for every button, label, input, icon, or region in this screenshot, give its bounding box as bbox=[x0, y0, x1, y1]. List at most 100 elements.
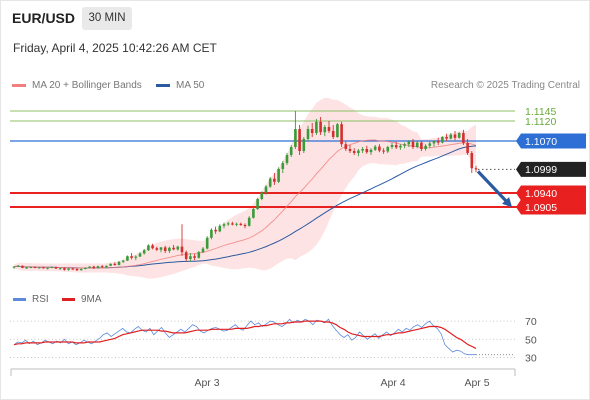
candle-body bbox=[331, 131, 335, 137]
candle bbox=[121, 259, 125, 263]
candle-body bbox=[420, 142, 423, 149]
symbol-title: EUR/USD bbox=[12, 10, 76, 26]
level-tag bbox=[516, 199, 586, 215]
candle-body bbox=[180, 246, 184, 253]
candle-body bbox=[210, 229, 213, 238]
candle bbox=[344, 141, 348, 151]
candle-body bbox=[327, 127, 331, 131]
candle bbox=[205, 236, 209, 250]
candle bbox=[71, 267, 75, 270]
candle-body bbox=[281, 163, 285, 169]
candle-body bbox=[432, 141, 436, 144]
level-1.1120: 1.1120 bbox=[10, 116, 556, 128]
candle-body bbox=[50, 267, 54, 268]
candle-body bbox=[222, 224, 226, 226]
candle bbox=[243, 223, 247, 229]
candle-body bbox=[67, 268, 70, 270]
candle-body bbox=[394, 145, 398, 148]
candle bbox=[331, 125, 335, 139]
candle-body bbox=[453, 134, 457, 138]
candle-body bbox=[218, 225, 222, 232]
candle-body bbox=[336, 124, 339, 137]
candle bbox=[441, 136, 444, 144]
level-1.0940: 1.0940 bbox=[10, 185, 586, 201]
candle-body bbox=[189, 256, 192, 259]
candle bbox=[138, 252, 142, 257]
candle bbox=[126, 255, 129, 261]
candle-body bbox=[474, 168, 478, 170]
candle-body bbox=[105, 265, 108, 267]
candle bbox=[327, 121, 331, 133]
candle bbox=[466, 139, 469, 155]
ma20-label: MA 20 + Bollinger Bands bbox=[32, 80, 142, 91]
candle bbox=[42, 266, 45, 269]
candle bbox=[432, 140, 436, 147]
ma50-label: MA 50 bbox=[176, 80, 205, 91]
candle bbox=[399, 144, 402, 150]
timeframe-button[interactable]: 30 MIN bbox=[82, 7, 132, 30]
rsi-swatch bbox=[13, 298, 26, 301]
candle bbox=[361, 147, 364, 153]
candle bbox=[449, 133, 453, 140]
candle-body bbox=[79, 269, 83, 271]
candle bbox=[163, 245, 167, 253]
candle bbox=[79, 268, 83, 271]
candle-body bbox=[319, 121, 322, 133]
candle-body bbox=[46, 267, 49, 269]
candle-body bbox=[273, 178, 276, 182]
candle bbox=[109, 263, 112, 267]
candle-body bbox=[92, 266, 96, 269]
candle-body bbox=[378, 146, 381, 151]
candle bbox=[273, 173, 276, 185]
candle bbox=[201, 247, 205, 253]
candle bbox=[189, 253, 192, 262]
candle-body bbox=[193, 256, 196, 258]
ma50-swatch bbox=[156, 84, 170, 87]
candle-body bbox=[449, 134, 453, 139]
candle-body bbox=[285, 155, 289, 163]
timestamp: Friday, April 4, 2025 10:42:26 AM CET bbox=[13, 41, 217, 55]
candle-body bbox=[21, 265, 24, 268]
candle-body bbox=[155, 248, 159, 250]
candle-body bbox=[352, 151, 356, 153]
candle bbox=[285, 153, 289, 165]
ma20-line bbox=[13, 139, 477, 269]
candle bbox=[197, 251, 201, 259]
candle bbox=[457, 132, 461, 139]
level-1.1070: 1.1070 bbox=[10, 133, 586, 149]
x-tick-label: Apr 4 bbox=[380, 377, 405, 389]
level-tag bbox=[516, 161, 586, 177]
candle-body bbox=[134, 256, 138, 258]
chart-header: EUR/USD 30 MIN bbox=[0, 0, 590, 36]
candle-body bbox=[16, 265, 20, 267]
candle-body bbox=[201, 248, 205, 253]
level-tag bbox=[516, 133, 586, 149]
candle-body bbox=[306, 129, 310, 139]
candle bbox=[105, 265, 108, 269]
bollinger-band bbox=[14, 97, 476, 279]
candle bbox=[180, 224, 184, 256]
candle-body bbox=[159, 247, 163, 250]
candle-body bbox=[399, 145, 402, 148]
level-tag bbox=[516, 185, 586, 201]
candle-body bbox=[340, 124, 343, 145]
candle bbox=[403, 142, 406, 149]
ma9-swatch bbox=[62, 298, 75, 301]
candle bbox=[382, 148, 385, 154]
candle bbox=[92, 265, 96, 269]
candle-body bbox=[33, 267, 37, 268]
candle bbox=[226, 221, 230, 226]
ma20-swatch bbox=[12, 84, 26, 87]
candle bbox=[214, 226, 217, 234]
candle bbox=[58, 267, 62, 270]
level-label: 1.1120 bbox=[525, 116, 556, 128]
candle bbox=[415, 141, 419, 149]
candle-body bbox=[264, 186, 268, 193]
candle bbox=[75, 268, 79, 271]
candle-body bbox=[12, 266, 16, 268]
candle bbox=[25, 267, 28, 269]
candle-body bbox=[247, 217, 251, 226]
research-credit: Research © 2025 Trading Central bbox=[430, 80, 580, 91]
candle-body bbox=[361, 149, 364, 151]
